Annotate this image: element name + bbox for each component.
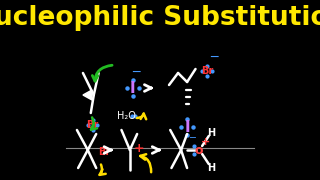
Text: Nucleophilic Substitution: Nucleophilic Substitution — [0, 5, 320, 31]
Text: H₂O: H₂O — [117, 111, 136, 121]
Text: ─: ─ — [211, 51, 218, 64]
Text: ─: ─ — [189, 133, 195, 143]
Text: +: + — [201, 137, 210, 147]
Text: ─: ─ — [132, 66, 140, 78]
Text: +: + — [134, 141, 144, 154]
Text: H: H — [207, 128, 215, 138]
Text: Br: Br — [201, 66, 213, 76]
Text: o: o — [195, 143, 204, 156]
Text: Br: Br — [99, 147, 111, 157]
Text: I: I — [184, 120, 190, 134]
Text: H: H — [207, 163, 215, 173]
Text: Br: Br — [86, 120, 99, 130]
Polygon shape — [83, 90, 92, 100]
Text: I: I — [130, 80, 136, 96]
